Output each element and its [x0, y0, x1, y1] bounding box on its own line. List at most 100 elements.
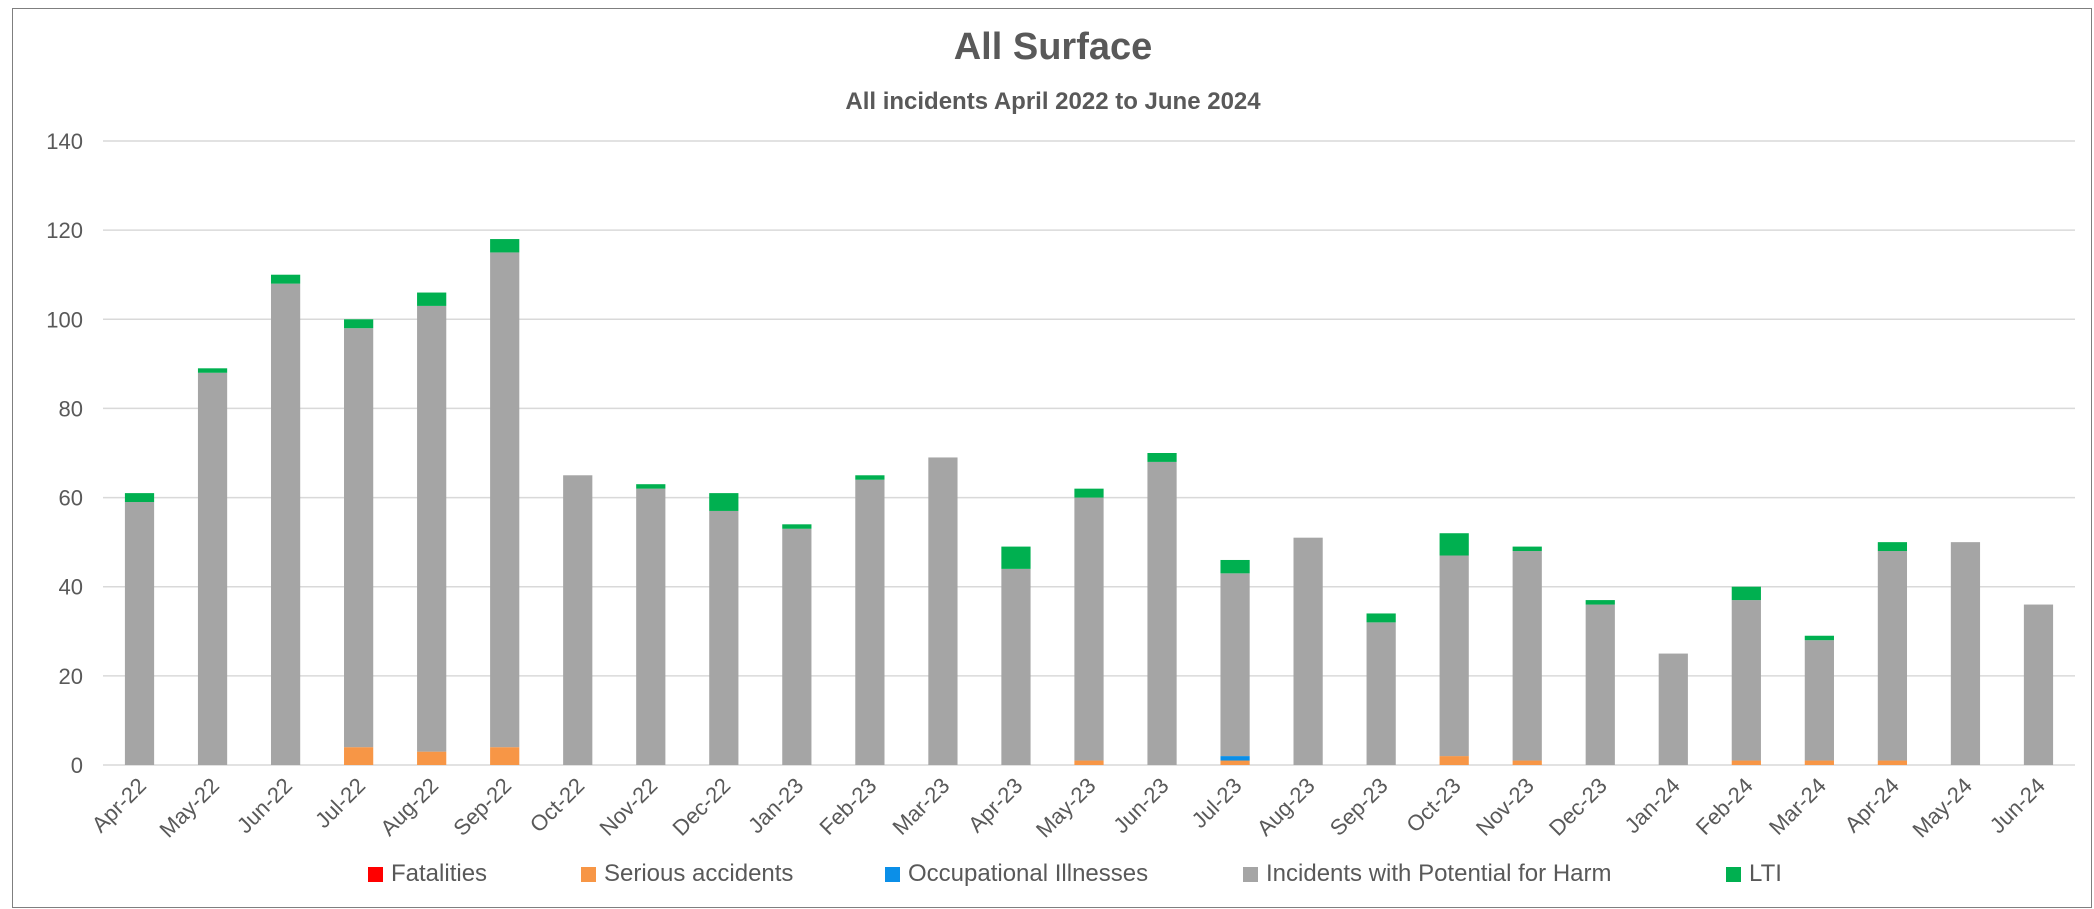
- bar-segment: [1804, 640, 1834, 761]
- bars: [124, 239, 2054, 765]
- x-tick-label: Jul-22: [310, 773, 370, 833]
- y-tick-label: 100: [46, 307, 83, 332]
- bar-segment: [1512, 760, 1542, 765]
- bar-segment: [1731, 586, 1761, 601]
- chart-subtitle: All incidents April 2022 to June 2024: [845, 88, 1261, 115]
- legend-label: Serious accidents: [604, 860, 793, 887]
- y-tick-label: 140: [46, 129, 83, 154]
- bar-segment: [1804, 635, 1834, 641]
- x-tick-label: Feb-23: [814, 773, 881, 840]
- bar-segment: [1877, 542, 1908, 552]
- bar-segment: [1220, 756, 1250, 761]
- bar-segment: [1147, 453, 1177, 462]
- bar-segment: [855, 475, 885, 480]
- x-tick-label: Feb-24: [1691, 773, 1758, 840]
- bar-segment: [1731, 760, 1761, 765]
- bar-segment: [1074, 488, 1104, 498]
- bar-segment: [124, 502, 155, 765]
- bar-segment: [1220, 760, 1250, 765]
- legend-swatch: [581, 867, 596, 882]
- y-tick-label: 0: [71, 753, 83, 778]
- x-tick-label: Mar-23: [888, 773, 955, 840]
- bar-segment: [1877, 760, 1908, 765]
- legend-swatch: [368, 867, 383, 882]
- bar-segment: [1074, 760, 1104, 765]
- bar-segment: [490, 747, 520, 765]
- bar-segment: [344, 328, 374, 748]
- x-tick-label: Nov-23: [1471, 773, 1539, 841]
- y-tick-label: 40: [59, 575, 83, 600]
- legend-label: LTI: [1749, 860, 1782, 887]
- bar-segment: [417, 292, 447, 306]
- x-tick-label: Mar-24: [1764, 773, 1831, 840]
- legend-label: Fatalities: [391, 860, 487, 887]
- x-tick-label: Jul-23: [1187, 773, 1247, 833]
- bar-segment: [1439, 756, 1469, 765]
- x-tick-label: May-22: [155, 773, 225, 843]
- bar-segment: [855, 479, 885, 765]
- bar-segment: [782, 528, 812, 765]
- bar-segment: [1366, 622, 1396, 765]
- x-tick-label: Sep-22: [448, 773, 516, 841]
- bar-segment: [1220, 559, 1250, 574]
- x-tick-label: Dec-22: [668, 773, 736, 841]
- bar-segment: [1804, 760, 1834, 765]
- legend-swatch: [1726, 867, 1741, 882]
- bar-segment: [270, 274, 301, 284]
- y-axis: 0 20 40 60 80 100 120 140: [46, 129, 83, 778]
- bar-segment: [344, 319, 374, 329]
- bar-segment: [1220, 573, 1250, 757]
- x-tick-label: Apr-23: [963, 773, 1027, 837]
- x-tick-label: Nov-22: [594, 773, 662, 841]
- bar-segment: [1512, 551, 1542, 761]
- bar-segment: [417, 751, 447, 765]
- bar-segment: [1439, 533, 1469, 556]
- x-axis: Apr-22 May-22 Jun-22 Jul-22 Aug-22 Sep-22 Oct-…: [87, 773, 2050, 843]
- legend-swatch: [1243, 867, 1258, 882]
- bar-segment: [1001, 568, 1031, 765]
- bar-segment: [709, 510, 739, 765]
- bar-segment: [636, 488, 666, 765]
- bar-segment: [709, 493, 739, 511]
- y-tick-label: 60: [59, 486, 83, 511]
- bar-segment: [1293, 537, 1323, 765]
- x-tick-label: Jan-24: [1620, 773, 1685, 838]
- bar-segment: [197, 368, 228, 373]
- x-tick-label: Jun-22: [232, 773, 297, 838]
- x-tick-label: Oct-23: [1401, 773, 1465, 837]
- bar-segment: [636, 484, 666, 489]
- bar-segment: [782, 524, 812, 529]
- bar-segment: [1147, 461, 1177, 765]
- bar-segment: [490, 252, 520, 748]
- bar-segment: [197, 372, 228, 765]
- x-tick-label: May-24: [1907, 773, 1977, 843]
- chart-title: All Surface: [954, 26, 1153, 68]
- bar-segment: [1439, 555, 1469, 757]
- stacked-bar-chart: All Surface All incidents April 2022 to …: [46, 26, 2075, 887]
- x-tick-label: Apr-22: [87, 773, 151, 837]
- x-tick-label: Jan-23: [743, 773, 808, 838]
- bar-segment: [1512, 546, 1542, 552]
- x-tick-label: Aug-23: [1252, 773, 1320, 841]
- legend: Fatalities Serious accidents Occupational …: [368, 860, 1782, 887]
- x-tick-label: Sep-23: [1325, 773, 1393, 841]
- bar-segment: [1585, 604, 1615, 765]
- x-tick-label: Jun-24: [1985, 773, 2050, 838]
- bar-segment: [1950, 542, 1981, 765]
- y-tick-label: 120: [46, 218, 83, 243]
- bar-segment: [1366, 613, 1396, 623]
- legend-label: Incidents with Potential for Harm: [1266, 860, 1611, 887]
- bar-segment: [2023, 604, 2054, 765]
- bar-segment: [928, 457, 958, 765]
- bar-segment: [490, 239, 520, 253]
- bar-segment: [417, 305, 447, 752]
- bar-segment: [1877, 551, 1908, 761]
- chart-frame: All Surface All incidents April 2022 to …: [12, 8, 2092, 908]
- x-tick-label: Dec-23: [1544, 773, 1612, 841]
- x-tick-label: Aug-22: [375, 773, 443, 841]
- x-tick-label: Apr-24: [1840, 773, 1904, 837]
- bar-segment: [1585, 600, 1615, 605]
- bar-segment: [1731, 600, 1761, 761]
- bar-segment: [270, 283, 301, 765]
- x-tick-label: Oct-22: [525, 773, 589, 837]
